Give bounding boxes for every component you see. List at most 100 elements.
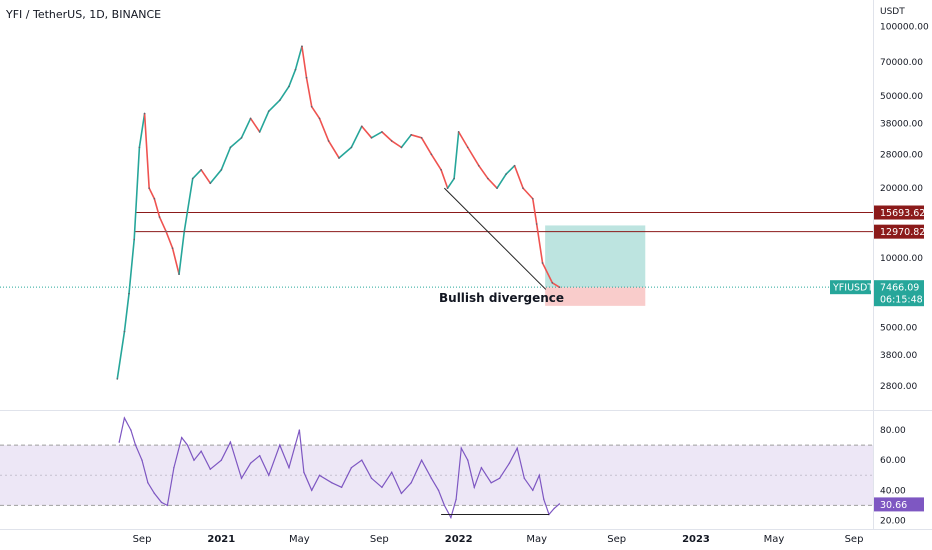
rsi-point bbox=[240, 477, 243, 479]
price-segment bbox=[487, 177, 498, 189]
rsi-point bbox=[480, 467, 483, 469]
price-segment bbox=[138, 112, 146, 149]
price-point bbox=[446, 187, 449, 189]
stop-loss-zone[interactable] bbox=[545, 287, 646, 306]
price-point bbox=[249, 117, 252, 120]
time-axis-tick: May bbox=[289, 534, 310, 545]
price-segment bbox=[240, 117, 252, 139]
price-segment bbox=[178, 230, 186, 275]
price-point bbox=[410, 134, 412, 136]
take-profit-zone[interactable] bbox=[545, 225, 646, 288]
price-series bbox=[116, 45, 561, 380]
price-point bbox=[165, 230, 167, 233]
price-point bbox=[200, 169, 202, 171]
divergence-trendlines[interactable] bbox=[441, 187, 550, 515]
price-point bbox=[294, 68, 297, 71]
rsi-series bbox=[118, 416, 561, 520]
rsi-axis[interactable]: 80.00 60.00 40.00 20.00 bbox=[880, 426, 906, 526]
time-axis-tick: 2022 bbox=[445, 534, 473, 545]
bar-countdown-label: 06:15:48 bbox=[880, 295, 923, 306]
price-axis-tick: 100000.00 bbox=[880, 22, 929, 32]
position-zones[interactable] bbox=[545, 225, 646, 306]
rsi-point bbox=[340, 486, 343, 489]
horizontal-levels[interactable] bbox=[0, 212, 873, 288]
price-axis-tick: 5000.00 bbox=[880, 323, 917, 333]
rsi-band bbox=[0, 444, 873, 506]
rsi-point bbox=[437, 489, 440, 492]
price-point bbox=[143, 112, 146, 115]
price-point bbox=[148, 187, 150, 189]
time-axis-tick: Sep bbox=[845, 534, 864, 545]
symbol-badge-label: YFIUSDT bbox=[832, 283, 873, 294]
rsi-point bbox=[467, 459, 469, 461]
price-segment bbox=[457, 131, 469, 149]
rsi-point bbox=[134, 444, 137, 446]
time-axis-tick: Sep bbox=[133, 534, 152, 545]
symbol-title[interactable]: YFI / TetherUS, 1D, BINANCE bbox=[6, 8, 162, 21]
price-point bbox=[338, 157, 340, 159]
price-point bbox=[327, 140, 330, 142]
price-segment bbox=[390, 140, 403, 149]
price-point bbox=[440, 169, 442, 171]
rsi-point bbox=[173, 467, 175, 469]
rsi-point bbox=[193, 459, 195, 461]
price-point bbox=[171, 247, 174, 250]
rsi-point bbox=[381, 486, 383, 489]
price-segment bbox=[466, 146, 480, 167]
rsi-point bbox=[361, 459, 363, 461]
bullish-divergence-label[interactable]: Bullish divergence bbox=[439, 291, 564, 305]
price-point bbox=[318, 117, 321, 120]
price-segment bbox=[258, 110, 270, 133]
rsi-point bbox=[543, 498, 545, 501]
price-segment bbox=[478, 164, 489, 180]
level-badge-label: 12970.82 bbox=[880, 227, 925, 238]
rsi-point bbox=[311, 489, 313, 492]
rsi-point bbox=[209, 468, 211, 470]
price-segment bbox=[288, 68, 297, 88]
price-point bbox=[178, 273, 180, 275]
rsi-point bbox=[553, 507, 555, 510]
price-point bbox=[209, 182, 212, 185]
price-point bbox=[350, 146, 353, 149]
rsi-point bbox=[200, 450, 202, 452]
level-badge-label: 15693.62 bbox=[880, 208, 925, 219]
rsi-point bbox=[123, 417, 126, 419]
rsi-point bbox=[490, 482, 492, 484]
price-point bbox=[310, 105, 313, 108]
price-divergence-line[interactable] bbox=[444, 187, 547, 290]
price-point bbox=[305, 76, 308, 79]
rsi-axis-tick: 60.00 bbox=[880, 456, 906, 466]
price-axis-tick: 38000.00 bbox=[880, 120, 923, 130]
price-segment bbox=[496, 173, 507, 189]
currency-unit: USDT bbox=[880, 7, 905, 17]
price-segment bbox=[535, 223, 544, 264]
price-segment bbox=[513, 164, 524, 189]
price-point bbox=[220, 169, 223, 171]
price-point bbox=[466, 146, 469, 149]
rsi-point bbox=[558, 503, 561, 505]
rsi-point bbox=[430, 477, 433, 479]
price-segment bbox=[338, 146, 353, 159]
price-segment bbox=[229, 137, 243, 149]
time-axis-tick: 2023 bbox=[682, 534, 710, 545]
price-point bbox=[381, 131, 383, 133]
price-segment bbox=[209, 169, 223, 185]
price-axis[interactable]: 100000.00 70000.00 50000.00 38000.00 28000.0… bbox=[880, 22, 929, 391]
price-segment bbox=[116, 330, 126, 380]
rsi-point bbox=[460, 447, 462, 449]
rsi-value-label: 30.66 bbox=[880, 500, 907, 511]
price-segment bbox=[153, 197, 161, 218]
time-axis[interactable]: Sep 2021 May Sep 2022 May Sep 2023 May Sep bbox=[133, 534, 864, 545]
price-segment bbox=[400, 134, 412, 149]
symbol-badge bbox=[830, 280, 871, 295]
rsi-value-badge bbox=[874, 497, 924, 512]
time-axis-tick: May bbox=[526, 534, 547, 545]
time-axis-tick: Sep bbox=[370, 534, 389, 545]
time-axis-tick: May bbox=[764, 534, 785, 545]
price-segment bbox=[505, 164, 516, 175]
rsi-point bbox=[455, 498, 457, 501]
price-point bbox=[400, 146, 403, 149]
price-point bbox=[279, 99, 281, 101]
price-point bbox=[558, 286, 561, 288]
